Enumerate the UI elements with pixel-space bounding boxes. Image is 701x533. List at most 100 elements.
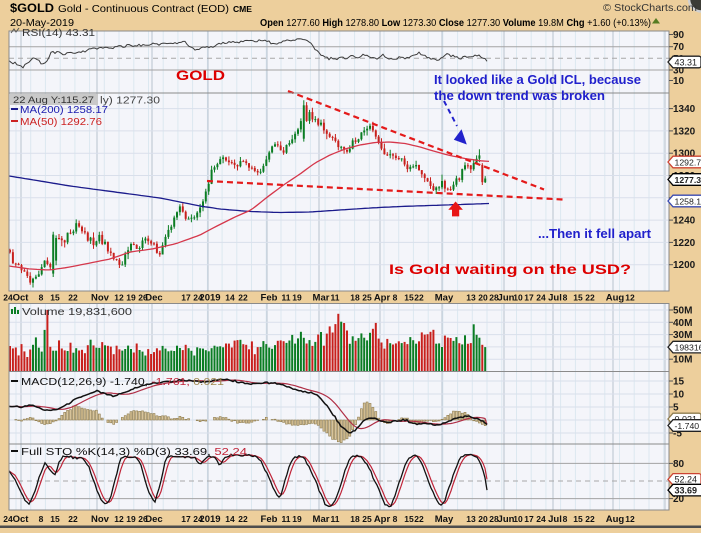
svg-text:19: 19 (126, 514, 136, 524)
svg-text:Apr: Apr (374, 293, 391, 304)
svg-text:40M: 40M (673, 318, 692, 329)
svg-text:12: 12 (114, 514, 124, 524)
svg-text:24: 24 (536, 514, 546, 524)
svg-text:Jul: Jul (548, 293, 562, 304)
svg-text:1277.30: 1277.30 (675, 175, 701, 185)
svg-text:Full STO %K(14,3) %D(3) 33.69,: Full STO %K(14,3) %D(3) 33.69, 52.24 (21, 447, 248, 458)
svg-text:$GOLD: $GOLD (10, 3, 54, 15)
svg-text:Oct: Oct (13, 514, 30, 525)
svg-text:12: 12 (625, 514, 635, 524)
svg-text:50M: 50M (673, 306, 692, 317)
svg-text:13: 13 (466, 293, 476, 303)
svg-text:22: 22 (414, 293, 424, 303)
svg-text:17: 17 (524, 514, 534, 524)
svg-text:24: 24 (536, 293, 546, 303)
svg-text:52.24: 52.24 (675, 475, 698, 485)
svg-text:CME: CME (233, 4, 252, 14)
svg-text:Feb: Feb (261, 293, 278, 304)
svg-text:33.69: 33.69 (675, 485, 698, 495)
svg-text:25: 25 (362, 293, 372, 303)
svg-text:19: 19 (292, 293, 302, 303)
svg-text:12: 12 (625, 293, 635, 303)
svg-text:22: 22 (585, 514, 595, 524)
svg-text:13: 13 (466, 514, 476, 524)
svg-text:11: 11 (331, 293, 340, 303)
svg-text:14: 14 (225, 514, 235, 524)
svg-text:11: 11 (331, 514, 340, 524)
svg-text:1220: 1220 (673, 238, 696, 249)
svg-text:8: 8 (393, 514, 398, 524)
svg-text:May: May (435, 514, 454, 525)
svg-text:17: 17 (181, 514, 191, 524)
svg-text:2019: 2019 (199, 514, 220, 525)
svg-text:20: 20 (478, 293, 488, 303)
svg-text:25: 25 (362, 514, 372, 524)
svg-text:11: 11 (282, 514, 291, 524)
svg-text:the down trend was broken: the down trend was broken (434, 89, 605, 103)
svg-text:MA(200) 1258.17: MA(200) 1258.17 (20, 105, 108, 116)
svg-text:22: 22 (238, 514, 248, 524)
svg-text:8: 8 (393, 293, 398, 303)
svg-text:10: 10 (513, 293, 523, 303)
svg-text:Volume 19,831,600: Volume 19,831,600 (22, 307, 133, 318)
svg-text:22: 22 (414, 514, 424, 524)
svg-text:14: 14 (225, 293, 235, 303)
svg-text:198316: 198316 (675, 342, 701, 352)
svg-text:30M: 30M (673, 330, 692, 341)
svg-text:Jun: Jun (498, 514, 515, 525)
svg-text:24: 24 (3, 293, 13, 303)
svg-text:Is Gold waiting on the USD?: Is Gold waiting on the USD? (389, 262, 631, 277)
svg-text:18: 18 (350, 514, 360, 524)
svg-text:May: May (435, 293, 454, 304)
svg-text:15: 15 (50, 514, 60, 524)
svg-text:22: 22 (585, 293, 595, 303)
svg-text:90: 90 (673, 30, 685, 41)
svg-text:15: 15 (50, 293, 60, 303)
svg-text:Nov: Nov (91, 514, 110, 525)
svg-text:5: 5 (673, 403, 679, 414)
svg-text:Open 1277.60 High 1278.80 Low: Open 1277.60 High 1278.80 Low 1273.30 Cl… (260, 18, 651, 29)
svg-text:22: 22 (68, 293, 78, 303)
svg-text:8: 8 (39, 293, 44, 303)
svg-text:10: 10 (673, 76, 685, 87)
svg-text:15: 15 (573, 293, 583, 303)
svg-text:18: 18 (350, 293, 360, 303)
svg-text:15: 15 (404, 514, 414, 524)
svg-text:22: 22 (68, 514, 78, 524)
svg-text:10: 10 (673, 390, 685, 401)
svg-text:Jul: Jul (548, 514, 562, 525)
svg-text:1340: 1340 (673, 104, 696, 115)
svg-text:1240: 1240 (673, 216, 696, 227)
svg-text:15: 15 (573, 514, 583, 524)
svg-text:1258.17: 1258.17 (675, 196, 701, 206)
svg-text:Oct: Oct (13, 293, 30, 304)
svg-text:43.31: 43.31 (675, 57, 698, 67)
svg-text:MACD(12,26,9) -1.740, -1.761,: MACD(12,26,9) -1.740, -1.761, 0.021 (21, 377, 225, 388)
svg-text:8: 8 (563, 514, 568, 524)
svg-text:17: 17 (524, 293, 534, 303)
svg-text:19: 19 (292, 514, 302, 524)
svg-text:© StockCharts.com: © StockCharts.com (603, 3, 697, 14)
svg-text:Aug: Aug (606, 514, 625, 525)
svg-text:GOLD: GOLD (176, 67, 225, 83)
svg-text:12: 12 (114, 293, 124, 303)
svg-text:2019: 2019 (199, 293, 220, 304)
svg-text:It looked like a Gold ICL, bec: It looked like a Gold ICL, because (434, 73, 641, 87)
svg-text:Dec: Dec (145, 514, 162, 525)
svg-text:1292.76: 1292.76 (675, 157, 701, 167)
svg-text:...Then it fell apart: ...Then it fell apart (538, 227, 652, 241)
svg-text:8: 8 (39, 514, 44, 524)
svg-text:8: 8 (563, 293, 568, 303)
svg-text:Feb: Feb (261, 514, 278, 525)
svg-text:15: 15 (673, 377, 685, 388)
svg-text:RSI(14) 43.31: RSI(14) 43.31 (22, 28, 96, 39)
svg-text:Nov: Nov (91, 293, 110, 304)
svg-text:Aug: Aug (606, 293, 625, 304)
svg-text:20: 20 (478, 514, 488, 524)
svg-text:Jun: Jun (498, 293, 515, 304)
svg-text:11: 11 (282, 293, 291, 303)
svg-text:19: 19 (126, 293, 136, 303)
svg-text:Mar: Mar (313, 514, 330, 525)
svg-text:80: 80 (673, 459, 685, 470)
svg-text:Apr: Apr (374, 514, 391, 525)
